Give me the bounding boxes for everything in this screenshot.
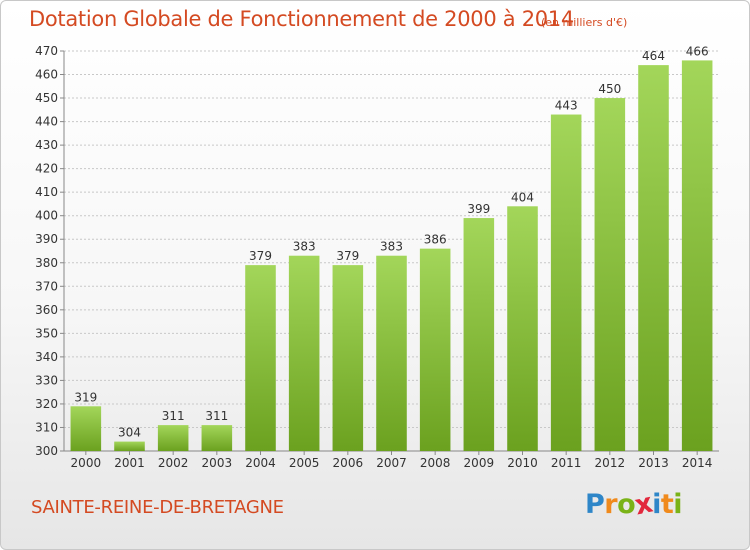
y-tick-label: 370 bbox=[35, 279, 58, 293]
y-tick-label: 390 bbox=[35, 232, 58, 246]
logo-letter: r bbox=[604, 489, 618, 520]
y-tick-label: 350 bbox=[35, 326, 58, 340]
bars bbox=[70, 60, 713, 451]
y-tick-label: 470 bbox=[35, 44, 58, 58]
bar bbox=[157, 425, 189, 451]
y-tick-label: 320 bbox=[35, 397, 58, 411]
data-label: 464 bbox=[642, 49, 665, 63]
y-tick-label: 400 bbox=[35, 209, 58, 223]
x-tick-label: 2007 bbox=[376, 456, 407, 470]
chart-subtitle: (en milliers d'€) bbox=[541, 16, 628, 29]
bar bbox=[550, 114, 582, 451]
data-label: 319 bbox=[74, 390, 97, 404]
y-tick-label: 410 bbox=[35, 185, 58, 199]
data-label: 311 bbox=[162, 409, 185, 423]
y-tick-label: 450 bbox=[35, 91, 58, 105]
y-tick-label: 300 bbox=[35, 444, 58, 458]
y-tick-label: 360 bbox=[35, 303, 58, 317]
x-tick-label: 2014 bbox=[682, 456, 713, 470]
chart-title: Dotation Globale de Fonctionnement de 20… bbox=[29, 7, 574, 31]
logo-letter: t bbox=[660, 489, 674, 520]
bar bbox=[681, 60, 713, 451]
data-label: 450 bbox=[598, 82, 621, 96]
bar bbox=[463, 218, 495, 451]
data-label: 383 bbox=[380, 240, 403, 254]
data-label: 399 bbox=[467, 202, 490, 216]
x-tick-label: 2006 bbox=[333, 456, 364, 470]
y-tick-label: 340 bbox=[35, 350, 58, 364]
logo-letter: i bbox=[652, 489, 661, 520]
bar bbox=[594, 98, 626, 451]
x-tick-label: 2004 bbox=[245, 456, 276, 470]
x-tick-label: 2010 bbox=[507, 456, 538, 470]
x-tick-label: 2008 bbox=[420, 456, 451, 470]
y-tick-label: 430 bbox=[35, 138, 58, 152]
bar bbox=[376, 255, 407, 451]
y-tick-label: 440 bbox=[35, 115, 58, 129]
bar bbox=[114, 441, 145, 451]
data-label: 443 bbox=[555, 99, 578, 113]
x-tick-label: 2000 bbox=[71, 456, 102, 470]
bar bbox=[288, 255, 320, 451]
bar bbox=[332, 265, 364, 451]
y-tick-label: 330 bbox=[35, 373, 58, 387]
x-tick-label: 2005 bbox=[289, 456, 320, 470]
data-label: 304 bbox=[118, 426, 141, 440]
data-label: 386 bbox=[424, 233, 447, 247]
bar bbox=[419, 248, 451, 451]
bar bbox=[507, 206, 538, 451]
bar bbox=[638, 65, 669, 451]
data-label: 466 bbox=[686, 44, 709, 58]
bar bbox=[70, 406, 102, 451]
commune-name: SAINTE-REINE-DE-BRETAGNE bbox=[31, 497, 284, 518]
bar bbox=[245, 265, 276, 451]
x-tick-label: 2001 bbox=[114, 456, 145, 470]
x-tick-label: 2002 bbox=[158, 456, 189, 470]
logo-letter: P bbox=[585, 489, 605, 520]
y-tick-label: 420 bbox=[35, 162, 58, 176]
data-label: 311 bbox=[205, 409, 228, 423]
proxiti-logo: Proxiti bbox=[585, 488, 683, 522]
y-tick-label: 460 bbox=[35, 68, 58, 82]
x-tick-label: 2009 bbox=[464, 456, 495, 470]
bar bbox=[201, 425, 233, 451]
x-tick-label: 2003 bbox=[202, 456, 233, 470]
y-tick-label: 310 bbox=[35, 420, 58, 434]
data-label: 404 bbox=[511, 190, 534, 204]
data-label: 379 bbox=[249, 249, 272, 263]
y-tick-label: 380 bbox=[35, 256, 58, 270]
logo-letter: o bbox=[617, 489, 636, 520]
x-tick-label: 2013 bbox=[638, 456, 669, 470]
data-label: 379 bbox=[336, 249, 359, 263]
x-tick-label: 2012 bbox=[595, 456, 626, 470]
data-labels: 319 304 311 311 379 383 379 383 386 399 404 443 450 4… bbox=[74, 44, 708, 439]
logo-letter: i bbox=[673, 489, 683, 520]
data-label: 383 bbox=[293, 240, 316, 254]
axes: 300 310 320 330 340 350 360 370 380 390 400 410 420 4… bbox=[35, 44, 719, 470]
x-tick-label: 2011 bbox=[551, 456, 582, 470]
